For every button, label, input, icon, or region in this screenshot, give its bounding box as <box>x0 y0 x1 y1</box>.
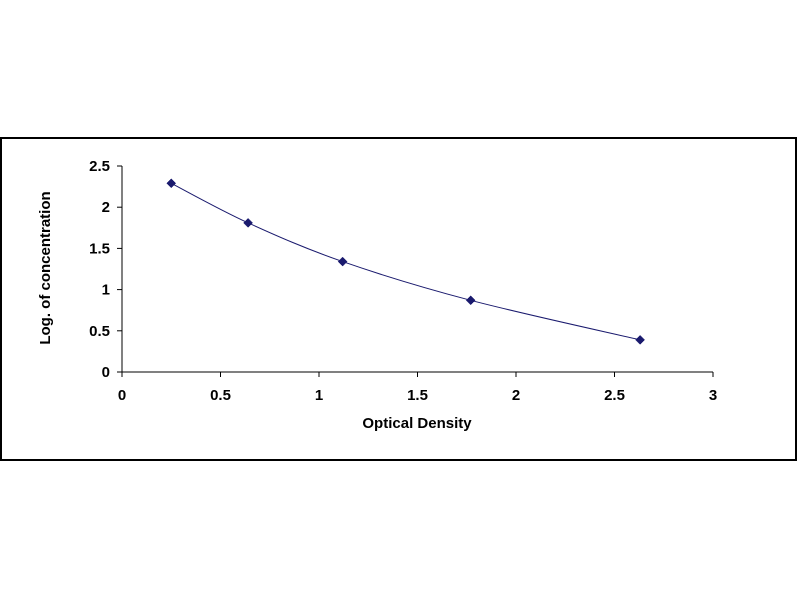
x-tick-label: 0.5 <box>210 387 231 404</box>
data-point <box>465 295 476 306</box>
x-tick-label: 2 <box>512 387 520 404</box>
chart-frame <box>0 137 797 461</box>
data-point <box>243 218 253 228</box>
y-tick-label: 2 <box>102 199 110 216</box>
tick-labels: 0 0.5 1 1.5 2 2.5 3 0 0.5 1 1.5 2 2.5 <box>89 158 717 404</box>
y-tick-label: 0.5 <box>89 323 110 340</box>
y-tick-label: 0 <box>102 364 110 381</box>
x-tick-label: 0 <box>118 387 126 404</box>
data-point <box>337 256 348 267</box>
series <box>166 178 645 345</box>
data-point <box>635 335 645 345</box>
series-line <box>171 182 641 341</box>
x-tick-label: 2.5 <box>604 387 625 404</box>
x-tick-label: 1 <box>315 387 323 404</box>
data-point <box>166 178 177 189</box>
y-axis-title: Log. of concentration <box>37 191 54 344</box>
x-axis-title: Optical Density <box>362 415 472 432</box>
y-tick-label: 2.5 <box>89 158 110 175</box>
axes <box>117 165 714 377</box>
x-tick-label: 3 <box>709 387 717 404</box>
y-tick-label: 1 <box>102 282 110 299</box>
x-tick-label: 1.5 <box>407 387 428 404</box>
y-tick-label: 1.5 <box>89 240 110 257</box>
